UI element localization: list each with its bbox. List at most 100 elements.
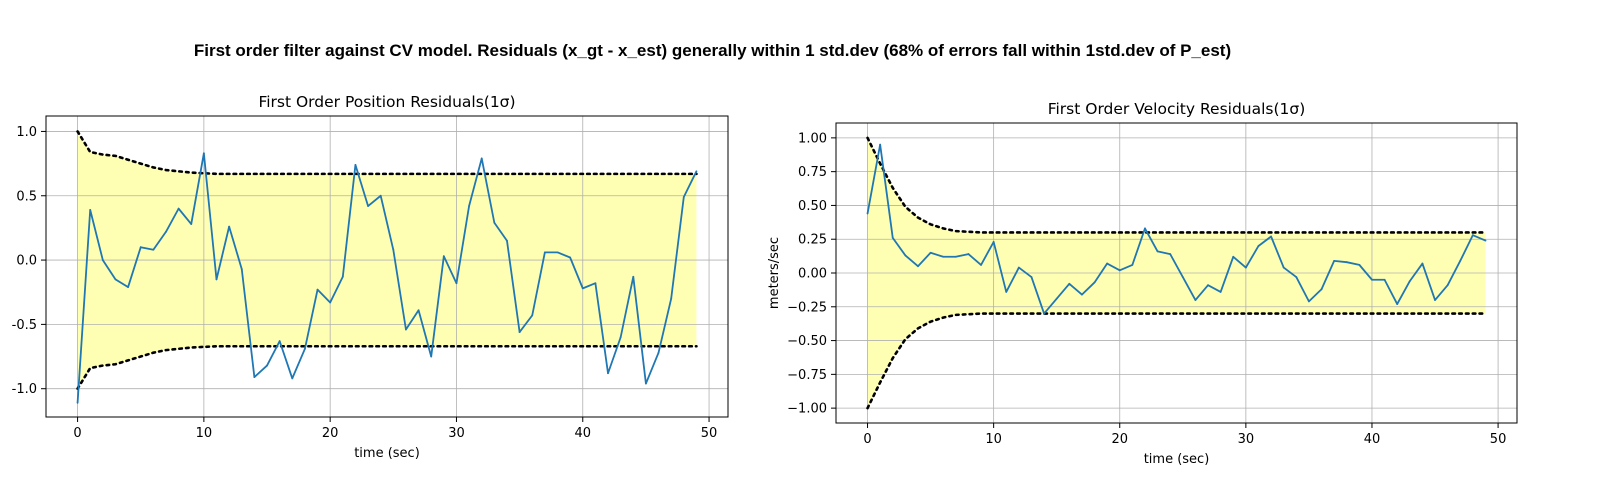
residual-point — [316, 288, 319, 291]
residual-point — [1068, 282, 1071, 285]
y-tick-label: −0.25 — [787, 300, 827, 315]
upper-sigma-bound — [76, 130, 698, 176]
residual-point — [89, 209, 92, 211]
residual-point — [190, 223, 193, 225]
residual-point — [114, 278, 117, 281]
residual-point — [518, 331, 521, 334]
residual-point — [619, 336, 622, 339]
x-axis-label: time (sec) — [354, 446, 420, 461]
x-tick-label: 50 — [1490, 432, 1507, 447]
lower-sigma-bound — [76, 344, 698, 391]
residual-point — [1055, 297, 1058, 300]
y-tick-label: −0.75 — [787, 368, 827, 383]
x-tick-label: 0 — [73, 426, 81, 441]
residual-point — [1333, 259, 1336, 262]
residual-line — [76, 152, 698, 403]
x-tick-label: 40 — [574, 426, 591, 441]
x-tick-label: 40 — [1364, 432, 1381, 447]
residual-point — [1081, 293, 1083, 296]
residual-point — [1144, 227, 1146, 230]
residual-point — [866, 212, 869, 215]
x-tick-label: 30 — [448, 426, 465, 441]
residual-point — [992, 241, 995, 243]
y-tick-label: 0.5 — [16, 189, 37, 204]
residual-point — [253, 376, 256, 379]
residual-point — [291, 377, 294, 380]
residual-point — [202, 152, 205, 155]
residual-point — [417, 309, 420, 312]
residual-point — [980, 263, 982, 266]
residual-point — [1471, 234, 1474, 237]
residual-point — [1017, 266, 1020, 269]
x-tick-label: 20 — [322, 426, 339, 441]
residual-point — [1270, 235, 1272, 238]
residual-point — [556, 251, 559, 254]
residual-point — [1295, 276, 1298, 278]
residual-point — [1194, 299, 1197, 301]
residual-point — [1257, 245, 1260, 247]
residual-point — [929, 251, 932, 254]
residual-point — [1396, 303, 1399, 305]
residual-point — [152, 248, 155, 251]
residual-point — [177, 207, 180, 210]
y-tick-label: -1.0 — [12, 382, 37, 397]
x-axis-label: time (sec) — [1144, 452, 1210, 467]
residual-point — [240, 268, 243, 270]
residual-point — [1118, 269, 1121, 272]
y-tick-label: 0.00 — [798, 267, 827, 282]
residual-point — [493, 221, 496, 224]
residual-point — [954, 255, 957, 258]
residual-point — [1232, 255, 1235, 258]
x-tick-label: 0 — [863, 432, 871, 447]
residual-point — [891, 236, 894, 239]
y-tick-label: -0.5 — [12, 318, 37, 333]
x-tick-label: 20 — [1111, 432, 1128, 447]
residual-point — [1169, 253, 1172, 255]
y-tick-label: 0.25 — [798, 233, 827, 248]
figure-title: First order filter against CV model. Res… — [193, 41, 1232, 60]
residual-point — [1434, 299, 1436, 301]
residual-point — [1282, 266, 1285, 269]
residual-point — [594, 282, 597, 285]
residual-point — [506, 239, 508, 242]
y-tick-label: 0.75 — [798, 165, 827, 180]
residual-point — [228, 225, 231, 228]
residual-point — [1408, 280, 1411, 283]
y-axis-label: meters/sec — [767, 237, 782, 309]
residual-point — [379, 194, 382, 197]
residual-point — [304, 347, 306, 350]
residual-point — [1219, 291, 1222, 293]
residual-point — [1371, 278, 1373, 281]
residual-point — [278, 340, 281, 343]
residual-point — [1244, 266, 1247, 269]
residual-point — [682, 196, 685, 198]
residual-point — [581, 287, 584, 290]
chart-title: First Order Velocity Residuals(1σ) — [1048, 100, 1306, 118]
residual-point — [645, 382, 647, 385]
residual-point — [139, 246, 142, 249]
residual-point — [76, 401, 79, 404]
residual-point — [1181, 276, 1184, 278]
chart-title: First Order Position Residuals(1σ) — [258, 93, 515, 111]
residual-point — [215, 278, 218, 281]
residual-point — [942, 255, 945, 258]
x-tick-label: 10 — [985, 432, 1002, 447]
residual-point — [917, 265, 919, 268]
x-tick-label: 50 — [701, 426, 718, 441]
residual-point — [392, 248, 395, 251]
residual-point — [1156, 250, 1159, 253]
residual-point — [480, 157, 483, 160]
residual-point — [101, 259, 104, 261]
residual-point — [904, 254, 907, 257]
residual-point — [879, 143, 882, 146]
residual-point — [1131, 263, 1134, 266]
residual-point — [1383, 278, 1386, 281]
residual-point — [632, 275, 635, 278]
y-tick-label: 0.50 — [798, 199, 827, 214]
residual-point — [695, 170, 698, 173]
residual-point — [127, 286, 129, 288]
residual-point — [1005, 291, 1008, 293]
upper-sigma-bound — [866, 136, 1487, 234]
residual-point — [329, 301, 332, 304]
